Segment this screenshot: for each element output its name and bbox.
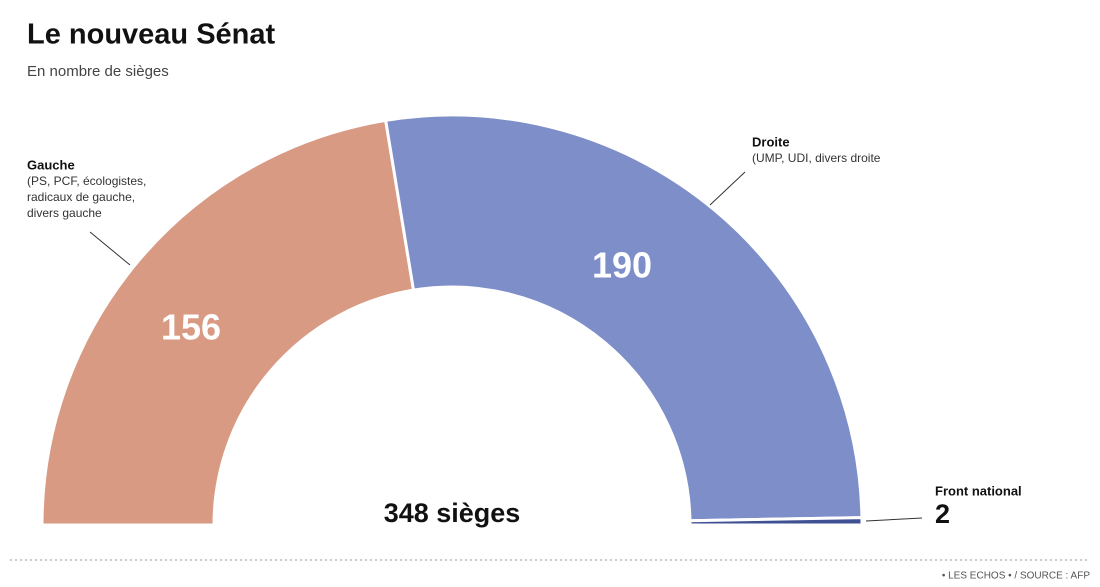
segment [383,113,864,523]
value-label: 156 [161,307,221,348]
segment-description: divers gauche [27,206,102,220]
segment-description: (UMP, UDI, divers droite [752,151,881,165]
segment-name: Front national [935,483,1022,498]
leader-line [709,171,746,206]
segment [40,118,416,527]
segment-name: Droite [752,134,790,149]
leader-line [89,231,131,266]
segment [688,516,864,527]
source: • LES ECHOS • / SOURCE : AFP [942,571,1090,582]
segment-name: Gauche [27,157,75,172]
value-label: 190 [592,245,652,286]
chart-subtitle: En nombre de sièges [27,63,169,80]
total-label: 348 sièges [384,498,521,528]
chart-title: Le nouveau Sénat [27,19,276,51]
value-label: 2 [935,499,950,529]
segment-description: (PS, PCF, écologistes, [27,174,146,188]
segment-description: radicaux de gauche, [27,190,135,204]
leader-line [865,517,923,522]
